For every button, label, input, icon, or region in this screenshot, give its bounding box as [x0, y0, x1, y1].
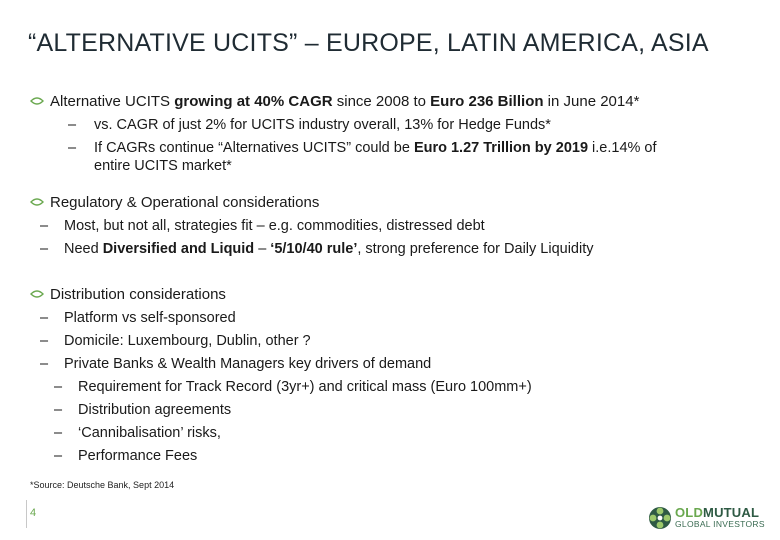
text: –: [254, 241, 271, 257]
text-bold: ‘5/10/40 rule’: [270, 241, 358, 257]
text-bold: growing at 40% CAGR: [174, 93, 333, 110]
logo-wordmark: OLDMUTUAL: [675, 505, 759, 520]
dash: –: [54, 425, 63, 441]
bullet-growth: Alternative UCITS growing at 40% CAGR si…: [30, 92, 639, 112]
text: Most, but not all, strategies fit – e.g.…: [64, 218, 485, 234]
subsub-cannibalisation: – ‘Cannibalisation’ risks,: [54, 423, 221, 443]
text: i.e.14% of: [588, 140, 657, 156]
page-title: “ALTERNATIVE UCITS” – EUROPE, LATIN AMER…: [28, 29, 709, 57]
text: Distribution agreements: [78, 402, 232, 418]
logo-mutual: MUTUAL: [703, 505, 760, 520]
dash: –: [40, 310, 49, 326]
text: , strong preference for Daily Liquidity: [357, 241, 594, 257]
dash: –: [40, 241, 49, 257]
dash: –: [54, 448, 63, 464]
dash: –: [40, 218, 49, 234]
text: Private Banks & Wealth Managers key driv…: [64, 356, 432, 372]
text: ‘Cannibalisation’ risks,: [78, 425, 221, 441]
dash: –: [54, 402, 63, 418]
text: Requirement for Track Record (3yr+) and …: [78, 379, 532, 395]
sub-bullet-projection: – If CAGRs continue “Alternatives UCITS” …: [68, 138, 657, 158]
dash: –: [68, 117, 77, 133]
text: in June 2014*: [543, 93, 640, 110]
text: entire UCITS market*: [94, 158, 232, 174]
sub-bullet-platform: – Platform vs self-sponsored: [40, 308, 236, 328]
footer-divider: [26, 500, 27, 528]
text: If CAGRs continue “Alternatives UCITS” c…: [94, 140, 414, 156]
text-bold: Euro 236 Billion: [430, 93, 544, 110]
text: Regulatory & Operational considerations: [50, 194, 320, 211]
bullet-distribution: Distribution considerations: [30, 285, 226, 305]
sub-bullet-private-banks: – Private Banks & Wealth Managers key dri…: [40, 354, 431, 374]
text: vs. CAGR of just 2% for UCITS industry o…: [94, 117, 551, 133]
sub-bullet-liquidity: – Need Diversified and Liquid – ‘5/10/40 …: [40, 239, 594, 259]
dash: –: [68, 140, 77, 156]
text: since 2008 to: [332, 93, 431, 110]
company-logo: OLDMUTUAL GLOBAL INVESTORS: [648, 505, 765, 531]
text: Domicile: Luxembourg, Dublin, other ?: [64, 333, 311, 349]
subsub-performance-fees: – Performance Fees: [54, 446, 197, 466]
logo-subtitle: GLOBAL INVESTORS: [675, 519, 765, 529]
text: Alternative UCITS: [50, 93, 175, 110]
bullet-icon: [30, 197, 44, 207]
source-note: *Source: Deutsche Bank, Sept 2014: [30, 480, 175, 490]
dash: –: [40, 356, 49, 372]
subsub-track-record: – Requirement for Track Record (3yr+) and…: [54, 377, 532, 397]
bullet-icon: [30, 96, 44, 106]
sub-bullet-domicile: – Domicile: Luxembourg, Dublin, other ?: [40, 331, 311, 351]
sub-bullet-strategies: – Most, but not all, strategies fit – e.g…: [40, 216, 485, 236]
bullet-icon: [30, 289, 44, 299]
text: Need: [64, 241, 103, 257]
text: Distribution considerations: [50, 286, 226, 303]
logo-old: OLD: [675, 505, 704, 520]
text: Platform vs self-sponsored: [64, 310, 236, 326]
text: Performance Fees: [78, 448, 198, 464]
sub-bullet-cagr: – vs. CAGR of just 2% for UCITS industry …: [68, 115, 551, 135]
page-number: 4: [30, 507, 37, 519]
dash: –: [40, 333, 49, 349]
subsub-distribution-agreements: – Distribution agreements: [54, 400, 231, 420]
sub-bullet-projection-cont: entire UCITS market*: [94, 156, 232, 176]
old-mutual-logo-icon: [649, 507, 671, 529]
dash: –: [54, 379, 63, 395]
text-bold: Euro 1.27 Trillion by 2019: [413, 140, 589, 156]
bullet-regulatory: Regulatory & Operational considerations: [30, 193, 319, 213]
text-bold: Diversified and Liquid: [102, 241, 255, 257]
